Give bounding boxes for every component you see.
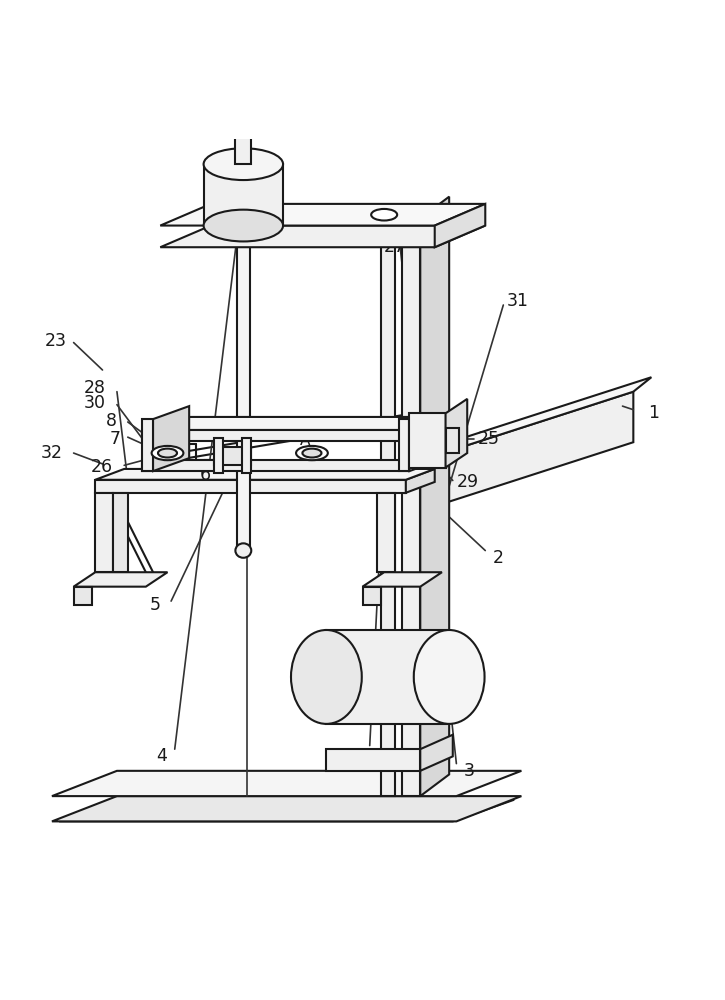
Bar (236, 117, 252, 164)
Text: 6: 6 (199, 466, 211, 484)
Text: 28: 28 (84, 379, 106, 397)
Text: 25: 25 (478, 430, 500, 448)
Bar (237, 226, 250, 551)
Bar (446, 428, 458, 453)
Polygon shape (74, 572, 167, 587)
Ellipse shape (234, 217, 253, 234)
Text: 26: 26 (91, 458, 113, 477)
Bar (204, 164, 283, 226)
Text: 7: 7 (109, 430, 120, 448)
Bar (142, 419, 153, 471)
Text: 31: 31 (507, 292, 529, 310)
Bar (95, 480, 406, 493)
Polygon shape (410, 447, 446, 471)
Ellipse shape (152, 446, 183, 460)
Text: 24: 24 (236, 166, 258, 184)
Bar (95, 493, 113, 572)
Polygon shape (160, 226, 485, 247)
Ellipse shape (302, 449, 321, 458)
Polygon shape (410, 392, 634, 514)
Bar (215, 438, 223, 473)
Text: 29: 29 (457, 473, 478, 491)
Bar (113, 493, 128, 572)
Polygon shape (435, 204, 485, 247)
Bar (362, 587, 381, 605)
Bar (399, 419, 410, 471)
Polygon shape (52, 796, 521, 821)
Ellipse shape (414, 630, 484, 724)
Ellipse shape (291, 630, 362, 724)
Polygon shape (446, 399, 467, 468)
Bar (326, 749, 420, 771)
Polygon shape (410, 417, 446, 441)
Polygon shape (420, 197, 449, 796)
Polygon shape (160, 204, 485, 226)
Bar (381, 218, 395, 796)
Bar (74, 587, 91, 605)
Bar (326, 630, 450, 724)
Text: 23: 23 (44, 332, 67, 350)
Ellipse shape (371, 209, 397, 221)
Polygon shape (406, 469, 435, 493)
Text: 4: 4 (157, 747, 167, 765)
Bar (410, 413, 446, 468)
Polygon shape (420, 735, 453, 771)
Text: 1: 1 (647, 404, 659, 422)
Polygon shape (52, 771, 521, 796)
Polygon shape (142, 417, 446, 430)
Polygon shape (362, 572, 442, 587)
Bar (215, 447, 251, 465)
Ellipse shape (204, 148, 283, 180)
Bar (242, 438, 251, 473)
Text: 32: 32 (41, 444, 63, 462)
Text: A: A (299, 433, 310, 448)
Text: 30: 30 (84, 393, 106, 412)
Text: 2: 2 (492, 549, 503, 567)
Polygon shape (153, 406, 189, 471)
Bar (377, 493, 395, 572)
Polygon shape (410, 377, 651, 464)
Polygon shape (59, 800, 514, 821)
Bar (402, 218, 420, 796)
Ellipse shape (234, 111, 253, 124)
Text: 8: 8 (106, 412, 117, 430)
Bar (142, 460, 410, 471)
Text: 27: 27 (384, 238, 406, 256)
Ellipse shape (204, 210, 283, 241)
Bar (142, 430, 410, 441)
Text: 3: 3 (463, 762, 475, 780)
Polygon shape (95, 469, 435, 480)
Text: 5: 5 (149, 596, 160, 614)
Ellipse shape (296, 446, 328, 460)
Ellipse shape (236, 543, 252, 558)
Ellipse shape (158, 449, 177, 458)
